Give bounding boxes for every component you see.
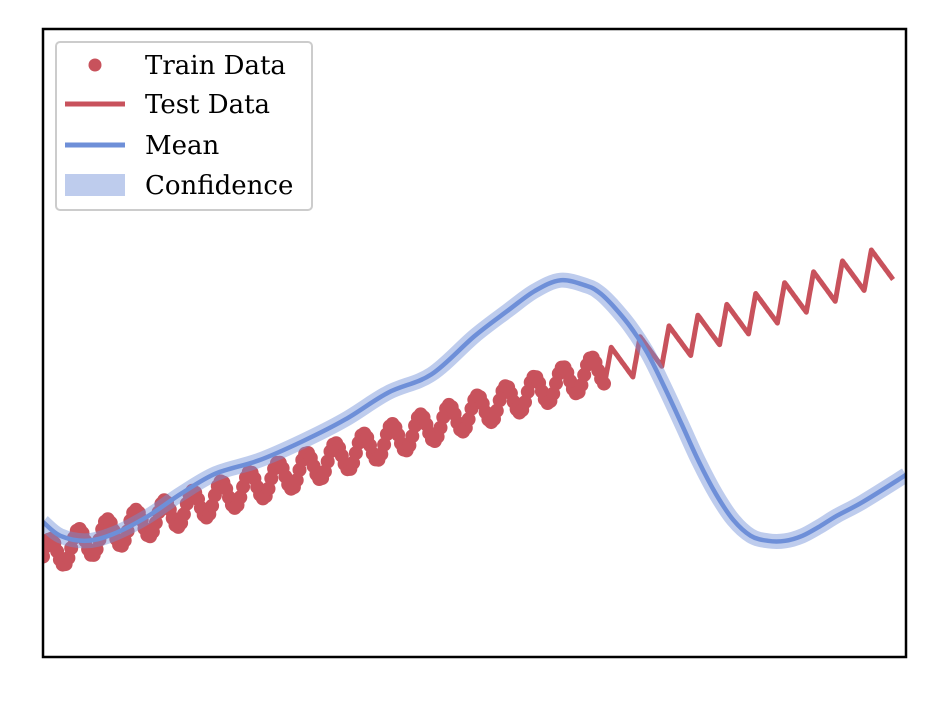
axes-frame — [41, 27, 908, 659]
legend-marker-train-data — [88, 58, 102, 72]
legend-patch-confidence — [65, 174, 125, 196]
train-data-point — [405, 429, 420, 444]
test-data-layer — [601, 247, 896, 389]
legend-label-test-data: Test Data — [145, 90, 270, 120]
legend-item-mean: Mean — [65, 131, 220, 161]
legend-label-train-data: Train Data — [145, 51, 286, 81]
train-data-point — [461, 412, 476, 427]
mean-line — [43, 277, 906, 544]
test-data-line — [601, 247, 896, 389]
train-data-point — [176, 507, 191, 522]
train-data-point — [233, 490, 248, 505]
legend-item-train-data: Train Data — [88, 51, 286, 81]
legend-item-confidence: Confidence — [65, 171, 293, 201]
legend-item-test-data: Test Data — [65, 90, 270, 120]
train-data-point — [489, 403, 504, 418]
legend: Train Data Test Data Mean Confidence — [55, 41, 313, 211]
legend-box — [55, 41, 313, 211]
train-data-point — [377, 437, 392, 452]
legend-label-confidence: Confidence — [145, 171, 293, 201]
train-data-point — [148, 515, 163, 530]
train-data-point — [205, 498, 220, 513]
train-data-point — [433, 420, 448, 435]
legend-label-mean: Mean — [145, 131, 220, 161]
plot-area — [43, 247, 906, 572]
mean-layer — [43, 277, 906, 544]
